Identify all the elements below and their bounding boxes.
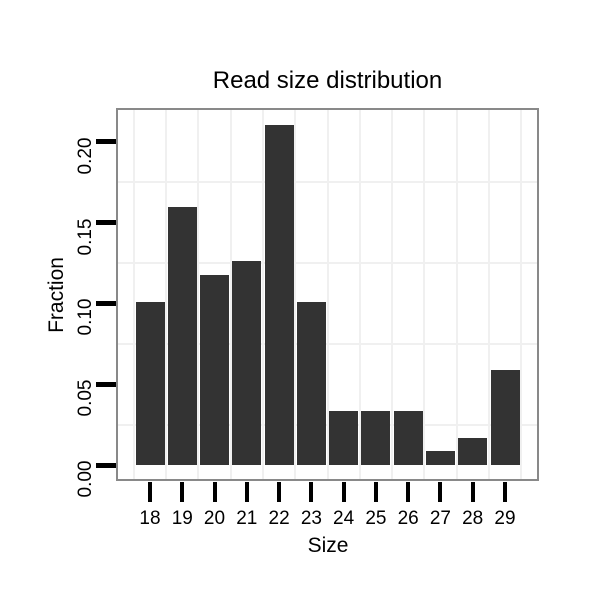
x-tick (244, 482, 249, 502)
x-tick (406, 482, 411, 502)
bar-size-26 (393, 410, 423, 465)
x-tick-label: 25 (365, 508, 387, 529)
gridline-vertical (520, 110, 523, 479)
y-tick-label: 0.15 (75, 218, 96, 255)
bar-size-24 (329, 410, 359, 465)
chart-title: Read size distribution (212, 67, 443, 94)
x-tick (309, 482, 314, 502)
y-tick-label: 0.20 (75, 137, 96, 175)
x-tick (470, 482, 475, 502)
x-tick (148, 482, 152, 502)
gridline-vertical (487, 110, 490, 479)
gridline-vertical (326, 110, 329, 479)
x-tick-label: 26 (397, 508, 419, 529)
y-tick-label: 0.05 (75, 379, 96, 417)
x-tick (341, 482, 346, 502)
x-tick (503, 482, 507, 502)
x-tick-label: 23 (300, 508, 322, 529)
gridline-vertical (423, 110, 426, 479)
bar-size-18 (135, 302, 165, 465)
gridline-horizontal (118, 342, 537, 345)
gridline-vertical (391, 110, 393, 479)
x-tick-label: 18 (139, 508, 161, 529)
bar-size-25 (361, 410, 391, 465)
gridline-vertical (455, 110, 458, 479)
y-tick-label: 0.10 (75, 298, 96, 336)
y-tick-label: 0.00 (75, 460, 96, 498)
gridline-horizontal (118, 261, 537, 264)
x-tick (438, 482, 443, 502)
x-tick-label: 21 (236, 508, 258, 529)
y-tick (96, 139, 116, 145)
gridline-horizontal (118, 423, 537, 426)
bar-size-27 (425, 451, 455, 465)
x-tick (180, 482, 185, 502)
gridline-vertical (165, 110, 168, 479)
gridline-vertical (261, 110, 264, 479)
bar-size-28 (458, 437, 488, 465)
bar-size-19 (167, 206, 197, 465)
bar-size-29 (490, 369, 520, 465)
x-tick-label: 22 (268, 508, 290, 529)
y-tick (96, 462, 116, 468)
x-tick (212, 482, 217, 502)
x-axis-title: Size (307, 534, 349, 557)
bar-size-20 (200, 274, 229, 465)
y-tick (96, 381, 116, 387)
x-tick-label: 24 (333, 508, 355, 529)
x-tick-label: 27 (429, 508, 451, 529)
bar-size-22 (264, 125, 294, 465)
x-tick-label: 20 (203, 508, 226, 529)
gridline-vertical (197, 110, 200, 479)
bar-size-21 (232, 261, 262, 465)
x-tick (373, 482, 378, 502)
gridline-vertical (229, 110, 232, 479)
bar-size-23 (296, 302, 326, 465)
y-tick (96, 220, 116, 225)
y-tick (96, 300, 116, 306)
x-tick-label: 29 (494, 508, 516, 529)
gridline-horizontal (118, 181, 537, 184)
gridline-vertical (358, 110, 361, 479)
x-tick (277, 482, 282, 502)
x-tick-label: 19 (171, 508, 193, 529)
x-tick-label: 28 (462, 508, 484, 529)
gridline-vertical (294, 110, 297, 479)
gridline-vertical (132, 110, 135, 479)
plot-panel (116, 108, 539, 481)
y-axis-title: Fraction (45, 257, 68, 333)
